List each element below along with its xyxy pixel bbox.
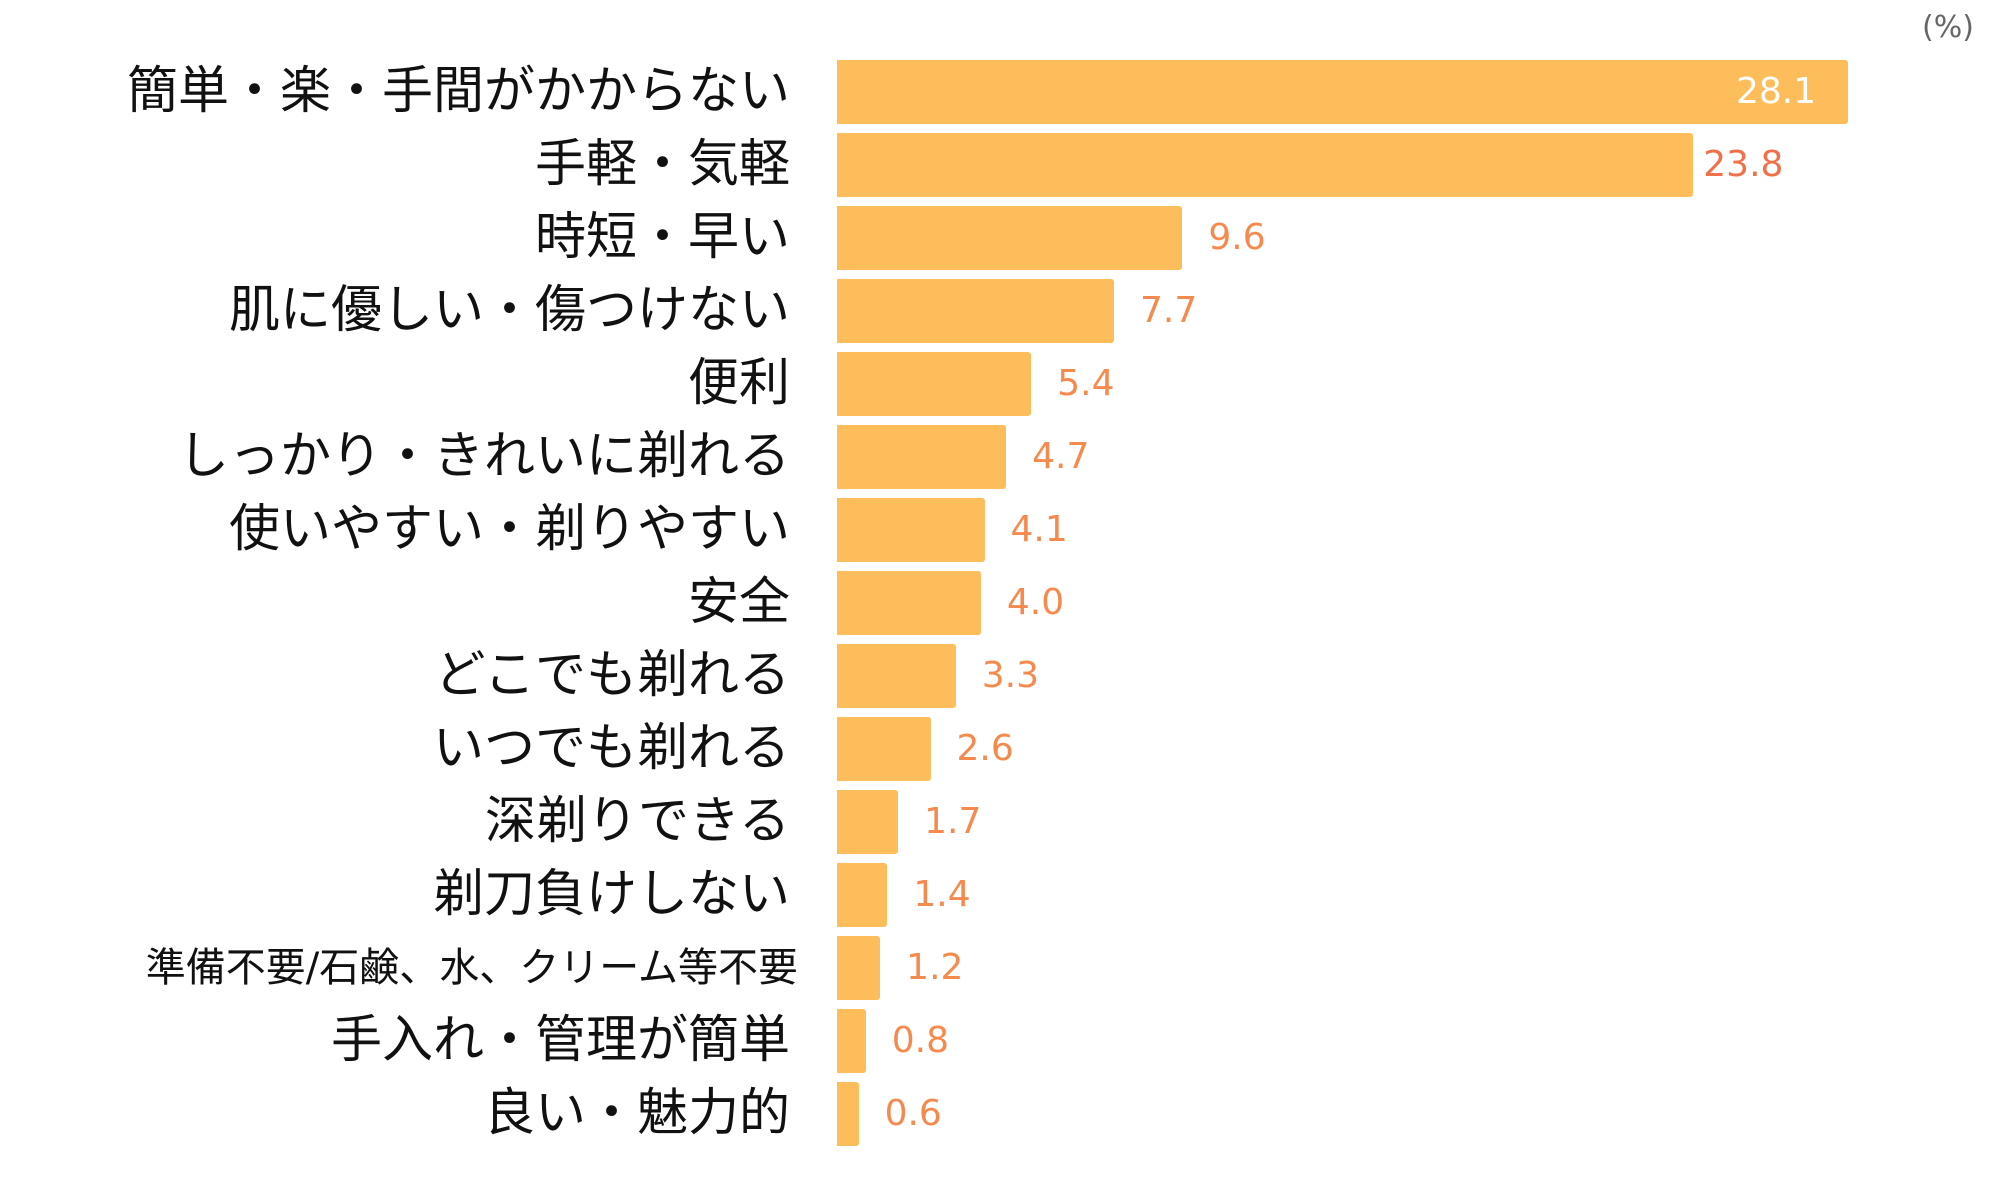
bar [837,133,1694,197]
category-label: 剃刀負けしない [432,865,790,924]
bar [837,352,1032,416]
category-label: 手入れ・管理が簡単 [330,1011,790,1070]
category-label: 安全 [687,573,790,632]
value-label: 3.3 [981,655,1039,696]
bar [837,60,1848,124]
value-label: 7.7 [1140,290,1198,331]
bar [837,644,956,708]
bar [837,279,1115,343]
value-label: 1.4 [913,874,971,915]
bar [837,571,981,635]
value-label: 1.7 [924,801,982,842]
category-label: どこでも剃れる [434,646,790,705]
bar [837,1082,859,1146]
category-label: 準備不要/石鹸、水、クリーム等不要 [145,945,798,991]
value-label: 4.7 [1032,436,1090,477]
value-label: 1.2 [906,947,964,988]
bar [837,717,931,781]
bar [837,498,985,562]
category-label: 簡単・楽・手間がかからない [126,62,790,121]
category-label: 良い・魅力的 [483,1084,790,1143]
category-label: 肌に優しい・傷つけない [228,281,790,340]
category-label: いつでも剃れる [432,719,790,778]
value-label: 5.4 [1057,363,1115,404]
bar [837,863,888,927]
value-label: 9.6 [1208,217,1266,258]
unit-label: (%) [1922,10,1974,45]
value-label: 0.6 [884,1093,942,1134]
value-label: 4.0 [1006,582,1065,623]
value-label: 2.6 [956,728,1014,769]
category-label: 使いやすい・剃りやすい [228,500,790,559]
bar [837,1009,866,1073]
category-label: 深剃りできる [485,792,790,851]
bar [837,425,1007,489]
value-label: 23.8 [1703,144,1784,185]
category-label: 時短・早い [534,208,790,267]
bar [837,206,1183,270]
bar [837,790,899,854]
category-label: 便利 [687,354,790,413]
value-label: 28.1 [1736,71,1817,112]
category-label: 手軽・気軽 [534,135,790,194]
bar [837,936,881,1000]
value-label: 4.1 [1010,509,1068,550]
category-label: しっかり・きれいに剃れる [177,427,790,486]
value-label: 0.8 [891,1020,950,1061]
